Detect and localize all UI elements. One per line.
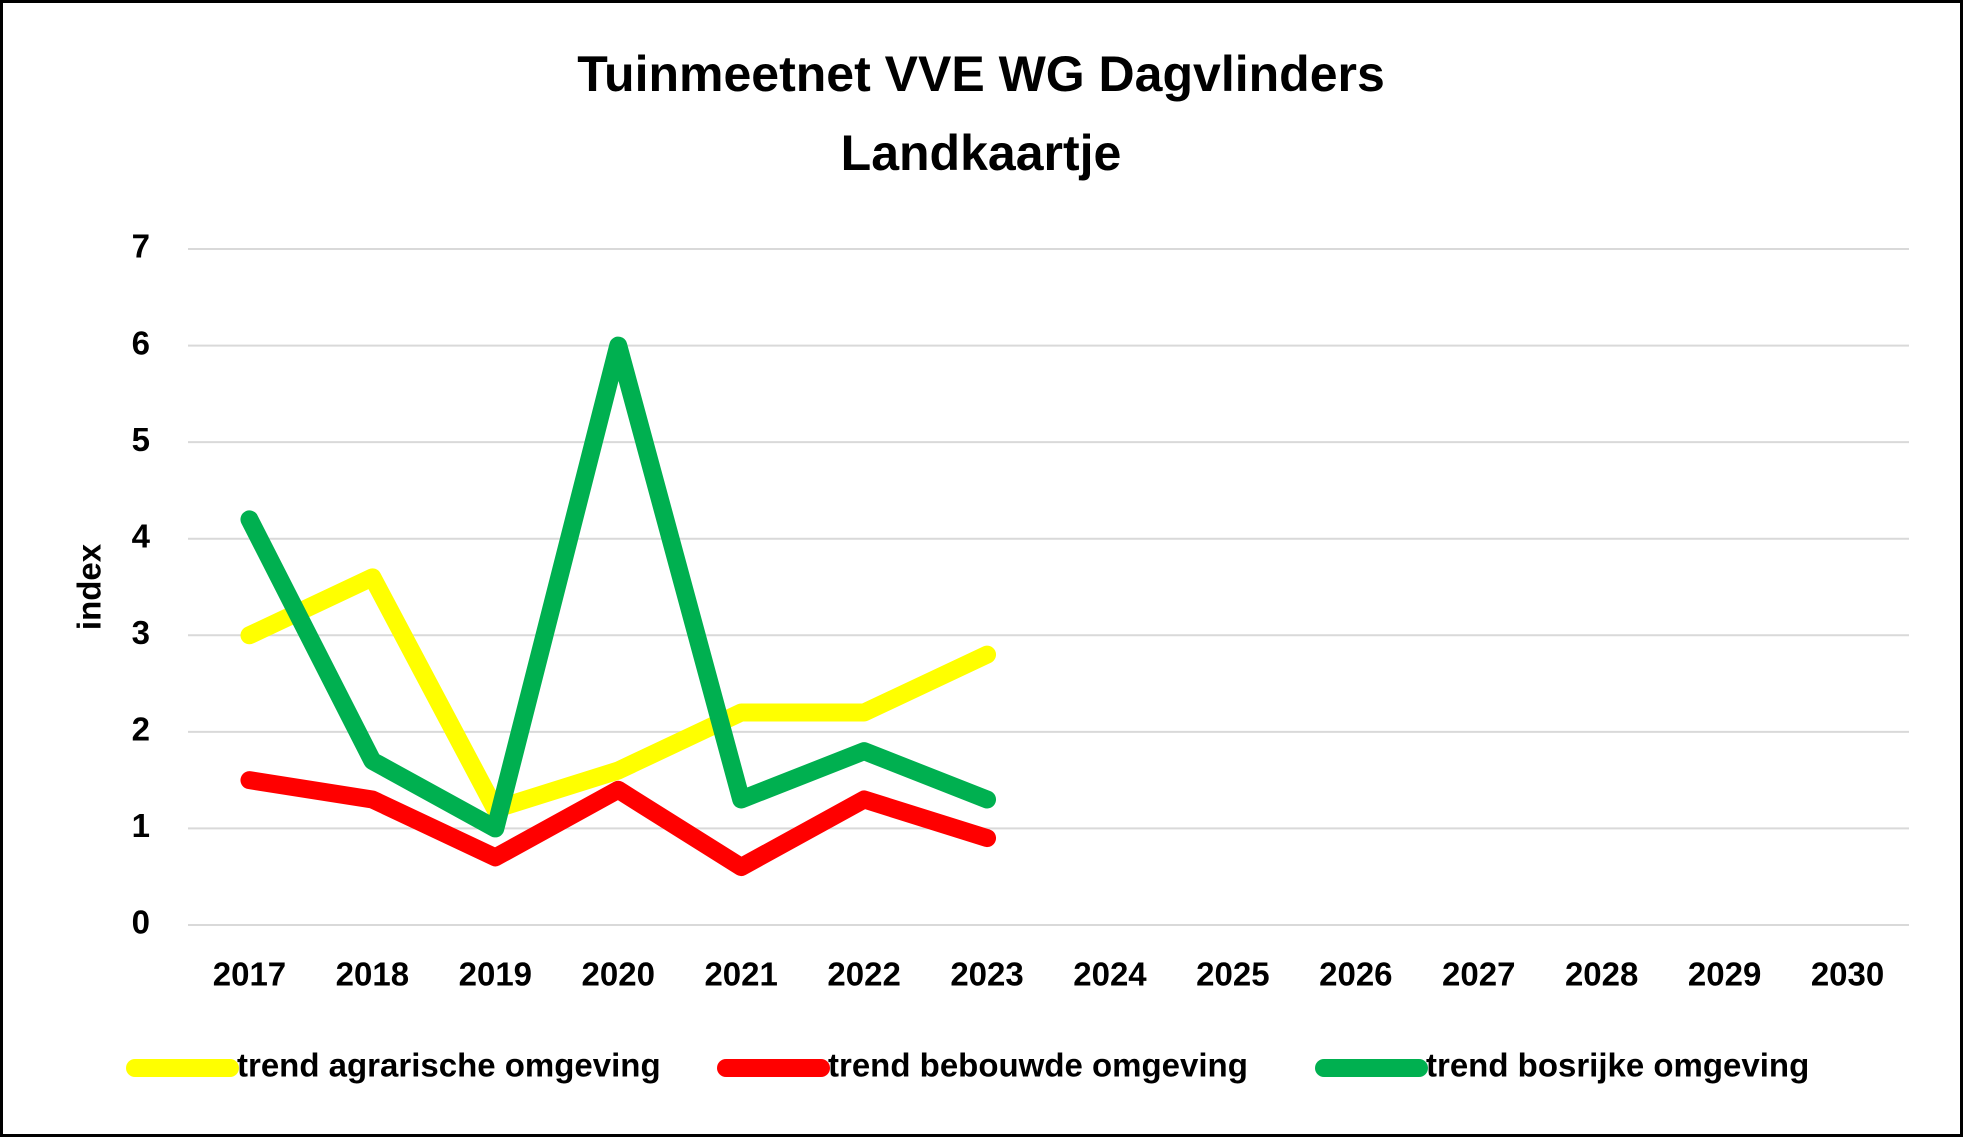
x-tick-label: 2022	[827, 956, 900, 993]
x-tick-label: 2028	[1565, 956, 1638, 993]
y-tick-label: 6	[132, 324, 150, 361]
chart-subtitle: Landkaartje	[841, 125, 1122, 181]
x-tick-label: 2018	[336, 956, 409, 993]
y-tick-label: 1	[132, 807, 150, 844]
y-axis-label: index	[71, 543, 108, 630]
y-tick-label: 3	[132, 614, 150, 651]
legend-label: trend bosrijke omgeving	[1426, 1047, 1809, 1084]
series-line	[240, 568, 997, 819]
legend-label: trend agrarische omgeving	[237, 1047, 661, 1084]
y-tick-label: 2	[132, 711, 150, 748]
x-tick-label: 2029	[1688, 956, 1761, 993]
y-tick-label: 7	[132, 228, 150, 265]
series-line	[240, 336, 997, 838]
x-tick-label: 2024	[1073, 956, 1147, 993]
x-tick-label: 2021	[704, 956, 777, 993]
y-tick-label: 4	[132, 517, 151, 554]
x-tick-label: 2023	[950, 956, 1023, 993]
legend-label: trend bebouwde omgeving	[828, 1047, 1248, 1084]
x-tick-label: 2017	[213, 956, 286, 993]
x-tick-label: 2027	[1442, 956, 1515, 993]
y-tick-label: 5	[132, 421, 150, 458]
x-tick-label: 2026	[1319, 956, 1392, 993]
series-line	[240, 771, 997, 877]
x-tick-label: 2025	[1196, 956, 1269, 993]
x-tick-label: 2019	[459, 956, 532, 993]
chart-title: Tuinmeetnet VVE WG Dagvlinders	[577, 46, 1385, 102]
x-tick-label: 2020	[582, 956, 655, 993]
x-tick-label: 2030	[1811, 956, 1884, 993]
y-tick-label: 0	[132, 904, 150, 941]
